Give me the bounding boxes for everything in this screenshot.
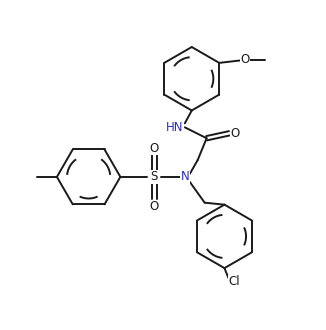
Text: O: O bbox=[149, 200, 159, 213]
Text: Cl: Cl bbox=[229, 276, 240, 288]
Text: HN: HN bbox=[166, 121, 184, 134]
Text: O: O bbox=[240, 53, 250, 66]
Text: N: N bbox=[180, 170, 189, 183]
Text: O: O bbox=[231, 127, 240, 140]
Text: S: S bbox=[150, 170, 158, 183]
Text: O: O bbox=[149, 142, 159, 155]
